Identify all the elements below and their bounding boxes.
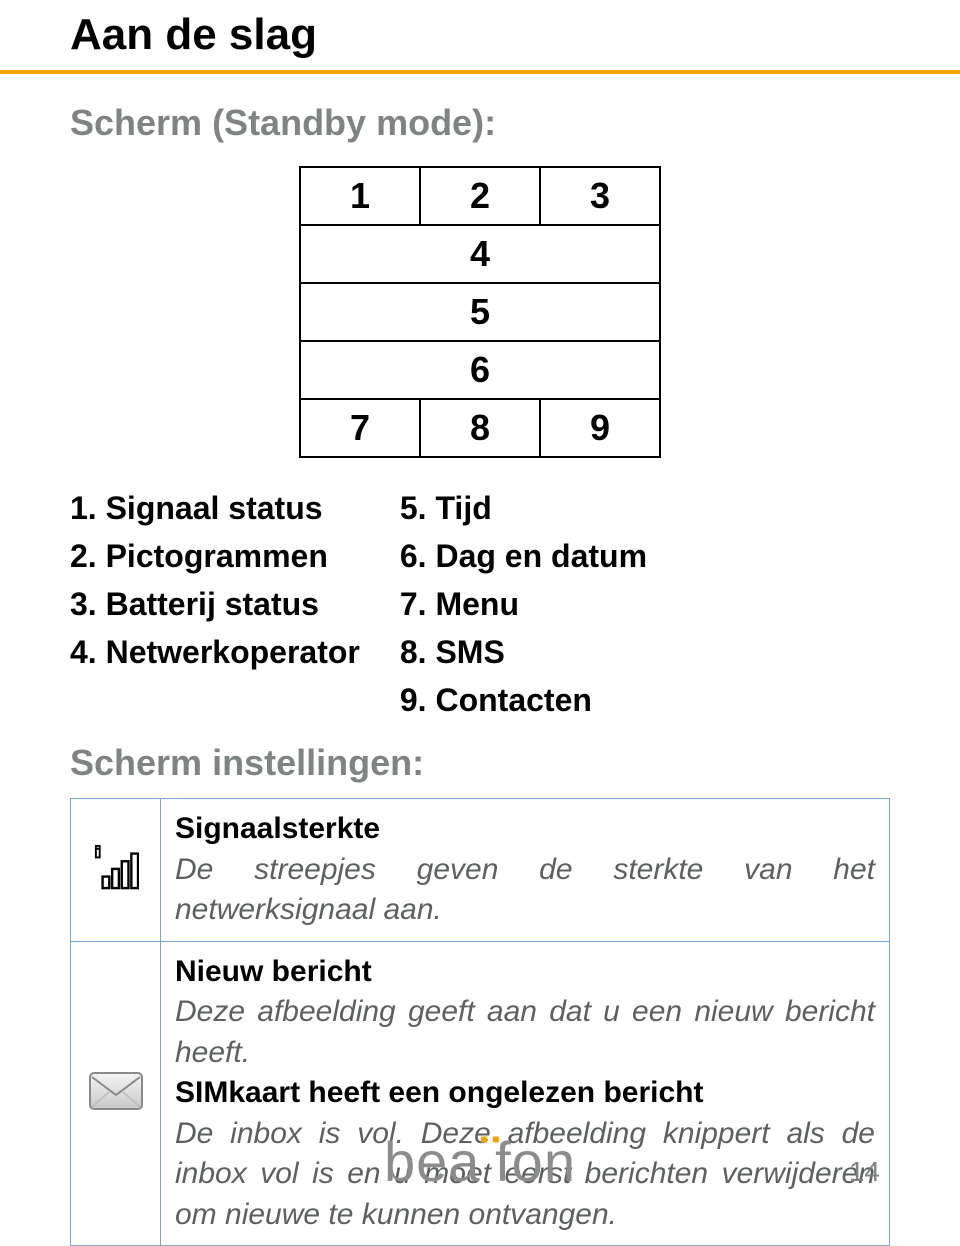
legend-left-column: 1. Signaal status 2. Pictogrammen 3. Bat… (70, 484, 360, 724)
title-underline (0, 70, 960, 74)
legend-item: 6. Dag en datum (400, 532, 647, 580)
grid-cell: 8 (420, 399, 540, 457)
grid-row: 6 (300, 341, 660, 399)
brand-logo: bea¨fon (0, 1129, 960, 1194)
grid-row: 4 (300, 225, 660, 283)
grid-cell: 4 (300, 225, 660, 283)
description-cell: Signaalsterkte De streepjes geven de ste… (161, 799, 890, 942)
section-heading-settings: Scherm instellingen: (70, 742, 890, 784)
page-title: Aan de slag (70, 0, 890, 60)
legend-item: 3. Batterij status (70, 580, 360, 628)
page-number: 14 (849, 1156, 880, 1188)
legend-item: 1. Signaal status (70, 484, 360, 532)
logo-right: fon (495, 1130, 576, 1193)
icon-cell (71, 941, 161, 1246)
table-row: Signaalsterkte De streepjes geven de ste… (71, 799, 890, 942)
setting-description: De streepjes geven de sterkte van het ne… (175, 850, 875, 931)
setting-description: Deze afbeelding geeft aan dat u een nieu… (175, 992, 875, 1073)
setting-title: Nieuw bericht (175, 952, 875, 993)
logo-dots-icon: ¨ (480, 1124, 495, 1187)
legend-item: 9. Contacten (400, 676, 647, 724)
description-cell: Nieuw bericht Deze afbeelding geeft aan … (161, 941, 890, 1246)
table-row: Nieuw bericht Deze afbeelding geeft aan … (71, 941, 890, 1246)
screen-layout-diagram: 1 2 3 4 5 6 7 8 9 (70, 166, 890, 458)
setting-title: Signaalsterkte (175, 809, 875, 850)
grid-row: 7 8 9 (300, 399, 660, 457)
screen-grid: 1 2 3 4 5 6 7 8 9 (299, 166, 661, 458)
grid-cell: 9 (540, 399, 660, 457)
mail-icon (88, 1100, 144, 1117)
grid-cell: 3 (540, 167, 660, 225)
legend-item: 8. SMS (400, 628, 647, 676)
grid-cell: 1 (300, 167, 420, 225)
grid-cell: 5 (300, 283, 660, 341)
legend-right-column: 5. Tijd 6. Dag en datum 7. Menu 8. SMS 9… (400, 484, 647, 724)
section-heading-standby: Scherm (Standby mode): (70, 102, 890, 144)
setting-title: SIMkaart heeft een ongelezen bericht (175, 1073, 875, 1114)
icon-cell (71, 799, 161, 942)
legend: 1. Signaal status 2. Pictogrammen 3. Bat… (70, 484, 890, 724)
grid-cell: 2 (420, 167, 540, 225)
legend-item: 4. Netwerkoperator (70, 628, 360, 676)
grid-row: 1 2 3 (300, 167, 660, 225)
legend-item: 5. Tijd (400, 484, 647, 532)
grid-row: 5 (300, 283, 660, 341)
grid-cell: 6 (300, 341, 660, 399)
grid-cell: 7 (300, 399, 420, 457)
signal-icon (93, 877, 139, 894)
legend-item: 2. Pictogrammen (70, 532, 360, 580)
logo-left: bea (384, 1130, 480, 1193)
legend-item: 7. Menu (400, 580, 647, 628)
